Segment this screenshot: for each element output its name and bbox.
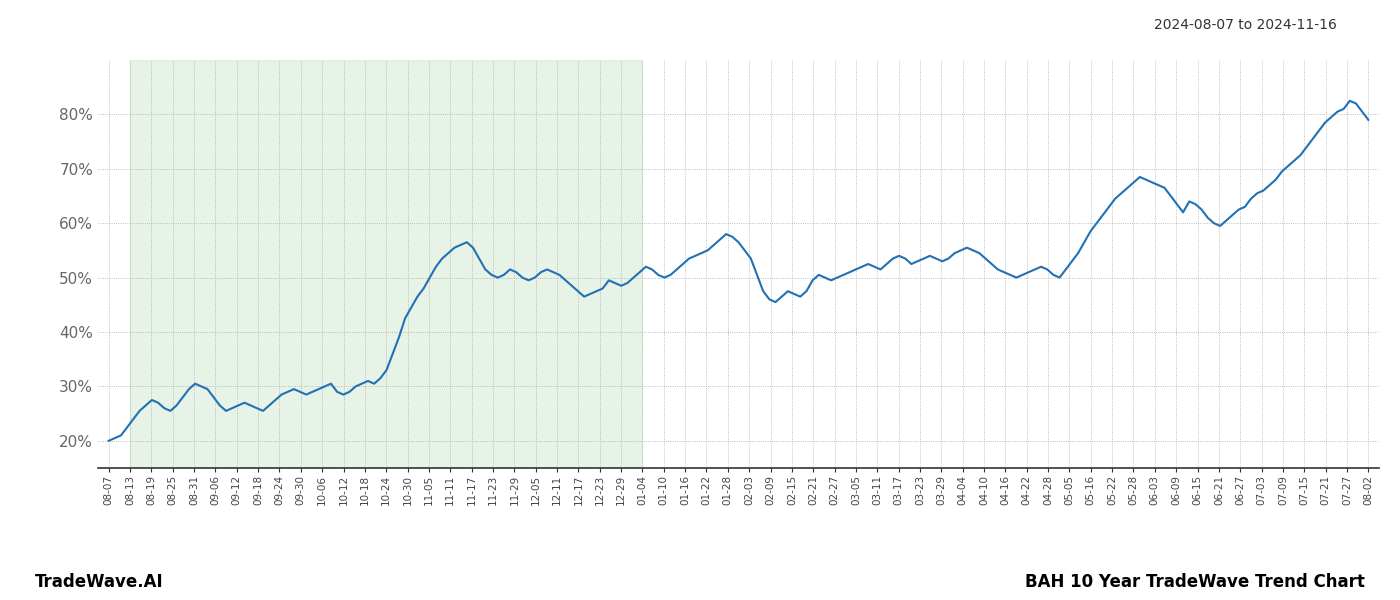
Text: BAH 10 Year TradeWave Trend Chart: BAH 10 Year TradeWave Trend Chart bbox=[1025, 573, 1365, 591]
Bar bbox=[130, 60, 643, 468]
Text: TradeWave.AI: TradeWave.AI bbox=[35, 573, 164, 591]
Text: 2024-08-07 to 2024-11-16: 2024-08-07 to 2024-11-16 bbox=[1154, 18, 1337, 32]
